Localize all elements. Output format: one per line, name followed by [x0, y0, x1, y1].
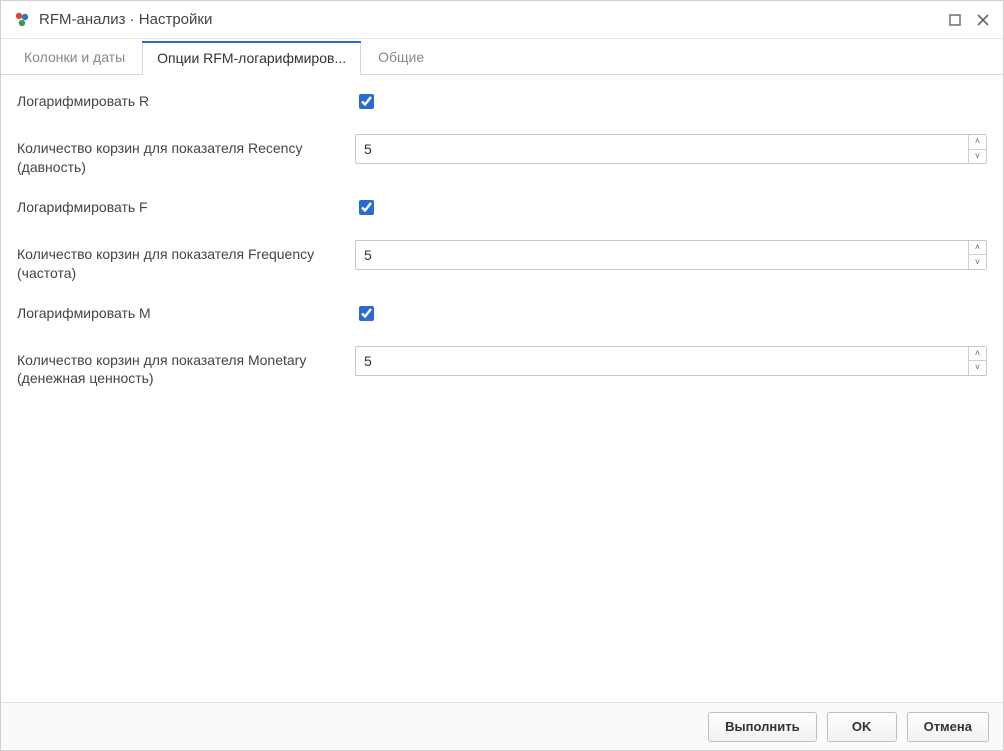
form-body: Логарифмировать R Количество корзин для … [1, 75, 1003, 702]
spinner-up-icon[interactable]: ˄ [969, 135, 986, 150]
label-log-m: Логарифмировать M [17, 304, 355, 323]
maximize-icon[interactable] [945, 10, 965, 30]
app-icon [13, 11, 31, 29]
spinner-bins-f: ˄ ˅ [968, 241, 986, 269]
label-bins-m: Количество корзин для показателя Monetar… [17, 346, 355, 389]
field-bins-r: ˄ ˅ [355, 134, 987, 164]
tabbar: Колонки и даты Опции RFM-логарифмиров...… [1, 39, 1003, 75]
row-log-f: Логарифмировать F [17, 197, 987, 218]
run-button[interactable]: Выполнить [708, 712, 816, 742]
tab-columns-and-dates[interactable]: Колонки и даты [9, 40, 140, 74]
label-log-f: Логарифмировать F [17, 198, 355, 217]
settings-dialog: RFM-анализ · Настройки Колонки и даты Оп… [0, 0, 1004, 751]
spinner-bins-m: ˄ ˅ [968, 347, 986, 375]
field-bins-f: ˄ ˅ [355, 240, 987, 270]
row-bins-r: Количество корзин для показателя Recency… [17, 134, 987, 177]
cancel-button[interactable]: Отмена [907, 712, 989, 742]
titlebar: RFM-анализ · Настройки [1, 1, 1003, 39]
checkbox-log-r[interactable] [359, 94, 374, 109]
spinner-down-icon[interactable]: ˅ [969, 255, 986, 269]
tab-general[interactable]: Общие [363, 40, 439, 74]
row-bins-f: Количество корзин для показателя Frequen… [17, 240, 987, 283]
spinner-down-icon[interactable]: ˅ [969, 361, 986, 375]
label-bins-r: Количество корзин для показателя Recency… [17, 134, 355, 177]
row-log-r: Логарифмировать R [17, 91, 987, 112]
window-title: RFM-анализ · Настройки [39, 11, 212, 28]
spinner-up-icon[interactable]: ˄ [969, 347, 986, 362]
spinner-bins-r: ˄ ˅ [968, 135, 986, 163]
input-bins-m[interactable] [356, 347, 968, 375]
tab-rfm-log-options[interactable]: Опции RFM-логарифмиров... [142, 41, 361, 75]
label-log-r: Логарифмировать R [17, 92, 355, 111]
row-log-m: Логарифмировать M [17, 303, 987, 324]
spinner-up-icon[interactable]: ˄ [969, 241, 986, 256]
spinner-down-icon[interactable]: ˅ [969, 150, 986, 164]
button-bar: Выполнить OK Отмена [1, 702, 1003, 750]
label-bins-f: Количество корзин для показателя Frequen… [17, 240, 355, 283]
ok-button[interactable]: OK [827, 712, 897, 742]
close-icon[interactable] [973, 10, 993, 30]
checkbox-log-f[interactable] [359, 200, 374, 215]
field-bins-m: ˄ ˅ [355, 346, 987, 376]
row-bins-m: Количество корзин для показателя Monetar… [17, 346, 987, 389]
input-bins-r[interactable] [356, 135, 968, 163]
input-bins-f[interactable] [356, 241, 968, 269]
checkbox-log-m[interactable] [359, 306, 374, 321]
